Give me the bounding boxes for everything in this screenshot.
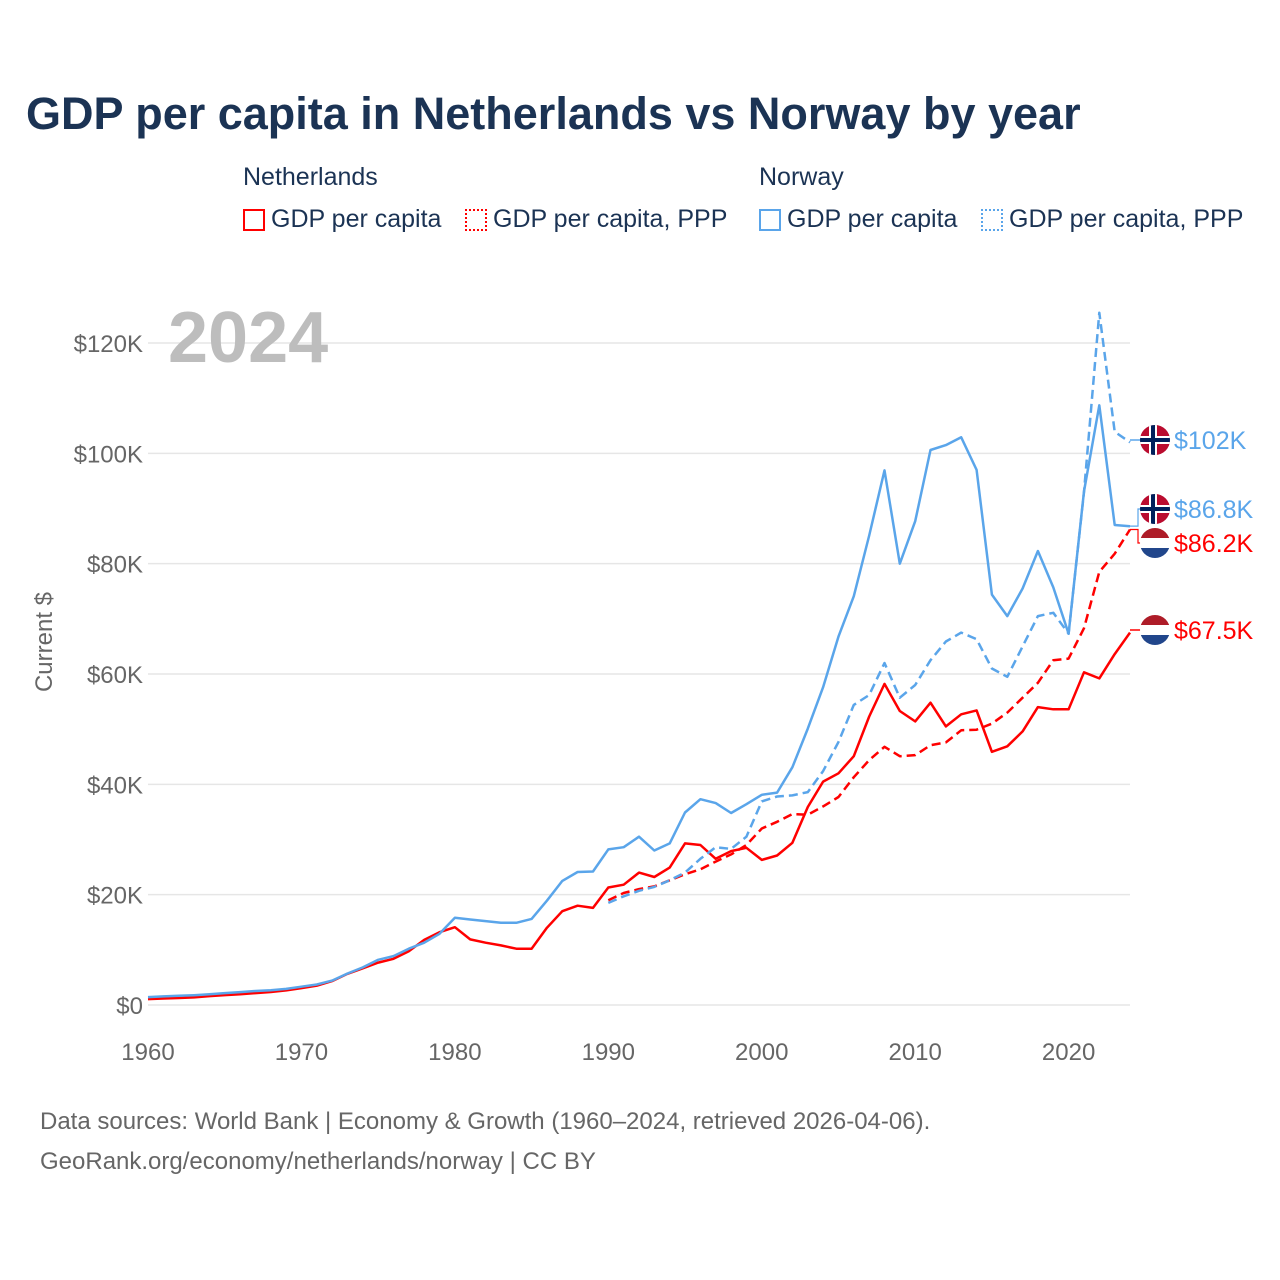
label-leader xyxy=(1130,508,1142,527)
x-tick-label: 1970 xyxy=(275,1039,328,1066)
year-watermark: 2024 xyxy=(168,298,328,378)
y-tick-label: $40K xyxy=(87,772,143,799)
series-line-2 xyxy=(147,404,1131,999)
netherlands-flag-icon xyxy=(1140,615,1170,645)
legend-item-nl-ppp[interactable]: GDP per capita, PPP xyxy=(465,205,727,234)
legend-item-no-gdp[interactable]: GDP per capita xyxy=(759,205,957,234)
y-tick-label: $20K xyxy=(87,883,143,910)
legend-label: GDP per capita xyxy=(787,205,958,233)
legend-swatch-dotted xyxy=(981,208,1003,231)
legend-label: GDP per capita xyxy=(271,205,442,233)
x-tick-label: 1990 xyxy=(582,1039,635,1066)
chart-title: GDP per capita in Netherlands vs Norway … xyxy=(26,88,1081,139)
footer-link[interactable]: GeoRank.org/economy/netherlands/norway |… xyxy=(40,1148,596,1175)
series-line-0 xyxy=(147,631,1132,1001)
netherlands-flag-icon xyxy=(1140,528,1170,558)
footer-sources: Data sources: World Bank | Economy & Gro… xyxy=(40,1108,931,1135)
legend-item-no-ppp[interactable]: GDP per capita, PPP xyxy=(981,205,1243,234)
end-value-label: $86.8K xyxy=(1174,496,1254,524)
legend-group-norway: Norway xyxy=(759,163,844,191)
y-tick-label: $100K xyxy=(74,441,143,468)
x-tick-label: 1980 xyxy=(428,1039,481,1066)
y-tick-label: $80K xyxy=(87,552,143,579)
y-tick-label: $0 xyxy=(116,993,143,1020)
legend-swatch-solid xyxy=(759,208,781,231)
legend-swatch-solid xyxy=(243,208,265,231)
norway-flag-icon xyxy=(1140,425,1170,455)
y-tick-label: $60K xyxy=(87,662,143,689)
end-value-label: $67.5K xyxy=(1174,617,1254,645)
legend-swatch-dotted xyxy=(465,208,487,231)
legend-item-nl-gdp[interactable]: GDP per capita xyxy=(243,205,441,234)
x-tick-label: 1960 xyxy=(121,1039,174,1066)
y-axis-label: Current $ xyxy=(31,592,58,692)
series-line-3 xyxy=(607,311,1131,905)
x-tick-label: 2010 xyxy=(888,1039,941,1066)
legend-group-netherlands: Netherlands xyxy=(243,163,378,191)
end-value-label: $102K xyxy=(1174,427,1247,455)
norway-flag-icon xyxy=(1140,494,1170,524)
series-line-1 xyxy=(607,528,1132,902)
x-tick-label: 2000 xyxy=(735,1039,788,1066)
legend-label: GDP per capita, PPP xyxy=(1009,205,1244,233)
end-value-label: $86.2K xyxy=(1174,530,1254,558)
y-tick-label: $120K xyxy=(74,331,143,358)
x-tick-label: 2020 xyxy=(1042,1039,1095,1066)
legend-label: GDP per capita, PPP xyxy=(493,205,728,233)
